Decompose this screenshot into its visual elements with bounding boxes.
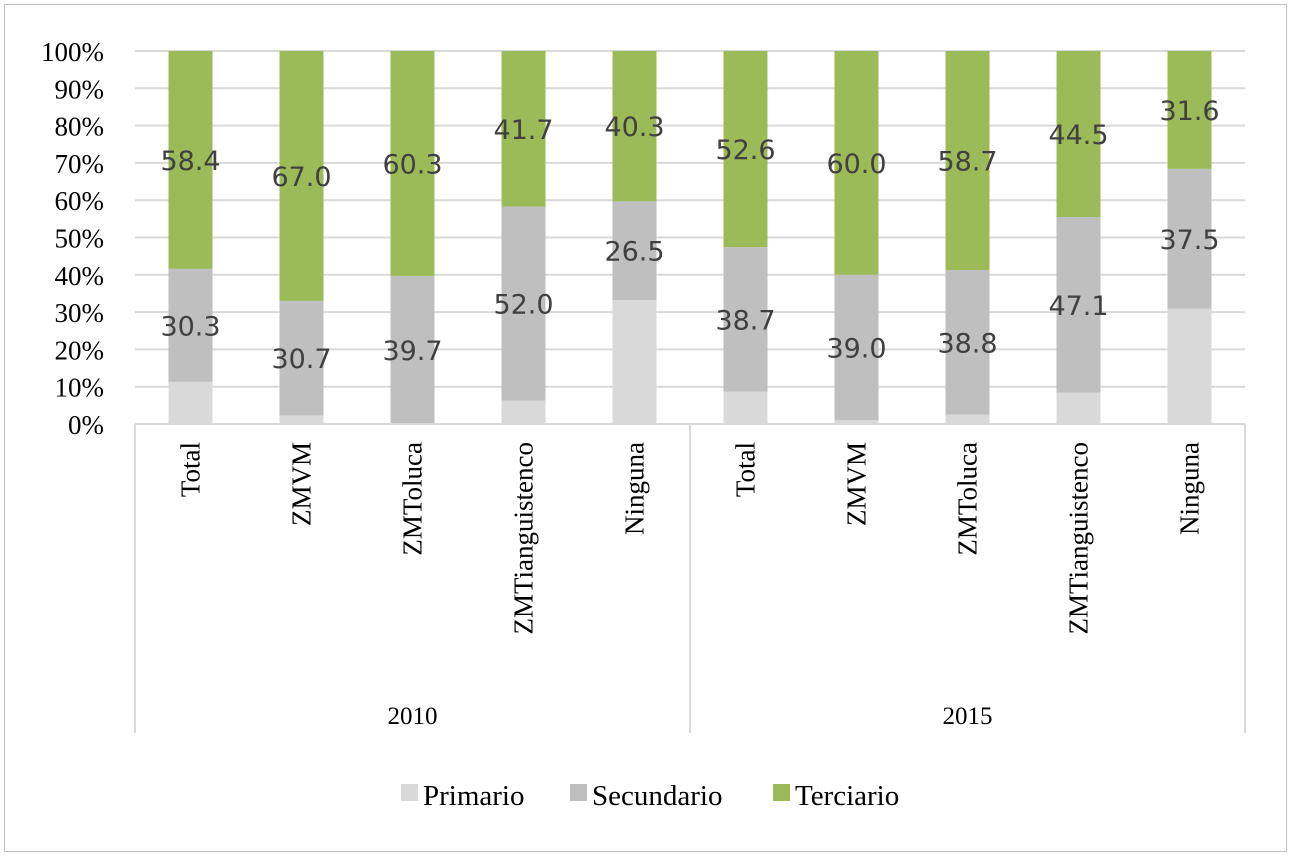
bar-segment-primario [501, 400, 546, 424]
data-label: 37.5 [1159, 225, 1219, 256]
group-label: 2015 [943, 703, 993, 730]
data-label: 67.0 [271, 162, 331, 193]
bar-segment-secundario [945, 269, 990, 415]
bar-segment-terciario [168, 51, 213, 269]
y-tick-label: 100% [41, 37, 104, 67]
y-tick-label: 70% [55, 149, 105, 179]
legend-swatch-primario [401, 784, 418, 801]
group-label: 2010 [388, 703, 438, 730]
bar-segment-terciario [1056, 51, 1101, 217]
bar-segment-primario [1167, 308, 1212, 424]
data-label: 60.0 [826, 149, 886, 180]
category-label: ZMToluca [953, 442, 983, 556]
bar-segment-terciario [723, 51, 768, 248]
bar-segment-terciario [1167, 51, 1212, 169]
bar-segment-primario [834, 420, 879, 424]
category-label: Ninguna [1175, 442, 1205, 535]
bar-segment-primario [168, 381, 213, 424]
bar-segment-terciario [501, 51, 546, 207]
data-label: 44.5 [1048, 120, 1108, 151]
data-label: 30.7 [271, 344, 331, 375]
category-label: ZMVM [287, 442, 317, 526]
data-label: 60.3 [382, 149, 442, 180]
bar-segment-primario [612, 300, 657, 424]
bar-segment-terciario [612, 51, 657, 202]
y-tick-label: 20% [55, 335, 105, 365]
legend-swatch-secundario [570, 784, 587, 801]
data-label: 52.0 [493, 290, 553, 321]
bar-segment-secundario [723, 247, 768, 392]
data-label: 58.4 [160, 146, 220, 177]
bar-segment-terciario [390, 51, 435, 276]
data-label: 38.8 [937, 328, 997, 359]
category-label: Ninguna [620, 442, 650, 535]
bar-segment-secundario [168, 268, 213, 382]
data-label: 47.1 [1048, 291, 1108, 322]
data-label: 40.3 [604, 112, 664, 143]
bar-segment-terciario [945, 51, 990, 270]
category-label: Total [176, 442, 206, 497]
y-tick-label: 40% [55, 261, 105, 291]
y-tick-label: 60% [55, 186, 105, 216]
legend-label: Secundario [592, 780, 722, 812]
y-tick-label: 10% [55, 373, 105, 403]
bar-segment-secundario [1056, 216, 1101, 393]
data-label: 52.6 [715, 135, 775, 166]
legend-label: Terciario [795, 780, 899, 812]
category-label: ZMToluca [398, 442, 428, 556]
legend-swatch-terciario [773, 784, 790, 801]
bar-segment-primario [279, 415, 324, 424]
bar-segment-secundario [501, 206, 546, 401]
bar-segment-secundario [612, 201, 657, 301]
bar-segment-terciario [279, 51, 324, 301]
data-label: 30.3 [160, 311, 220, 342]
bar-segment-secundario [834, 274, 879, 421]
legend-label: Primario [423, 780, 525, 812]
data-label: 41.7 [493, 115, 553, 146]
category-label: ZMVM [842, 442, 872, 526]
category-label: ZMTianguistenco [1064, 442, 1094, 635]
y-tick-label: 50% [55, 224, 105, 254]
data-label: 39.0 [826, 334, 886, 365]
bar-segment-primario [1056, 392, 1101, 424]
y-tick-label: 90% [55, 74, 105, 104]
bar-segment-secundario [279, 300, 324, 416]
bar-segment-secundario [390, 275, 435, 424]
bar-segment-primario [723, 391, 768, 424]
data-label: 26.5 [604, 237, 664, 268]
data-label: 31.6 [1159, 96, 1219, 127]
bar-segment-secundario [1167, 168, 1212, 309]
data-label: 38.7 [715, 305, 775, 336]
y-tick-label: 0% [68, 410, 104, 440]
y-tick-label: 80% [55, 112, 105, 142]
y-tick-label: 30% [55, 298, 105, 328]
bar-segment-primario [945, 414, 990, 424]
category-label: ZMTianguistenco [509, 442, 539, 635]
data-label: 39.7 [382, 336, 442, 367]
category-label: Total [731, 442, 761, 497]
bar-segment-terciario [834, 51, 879, 275]
data-label: 58.7 [937, 146, 997, 177]
